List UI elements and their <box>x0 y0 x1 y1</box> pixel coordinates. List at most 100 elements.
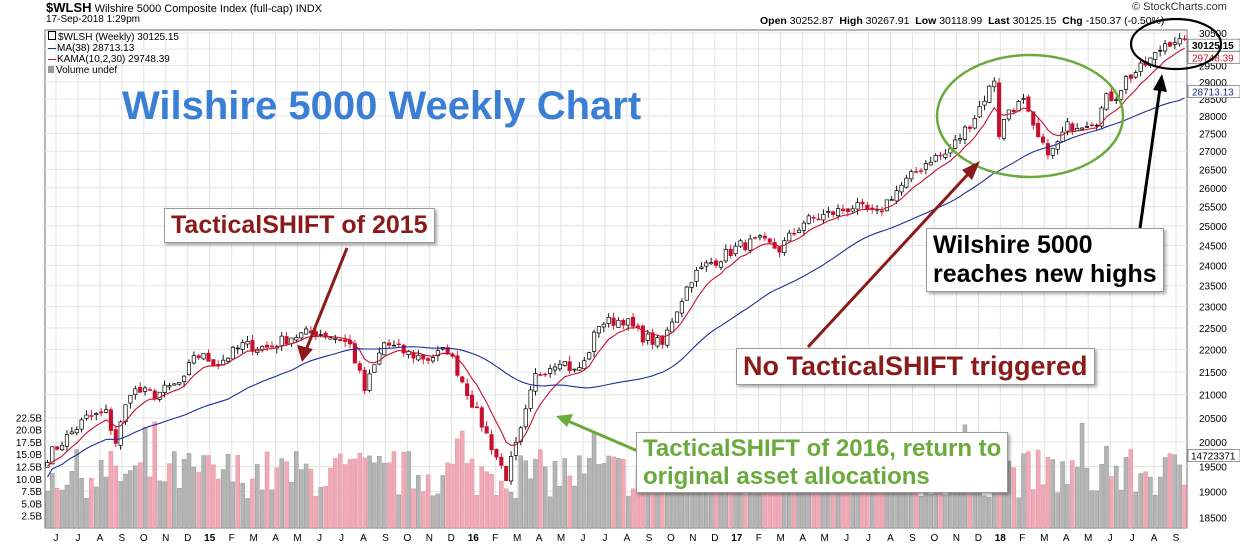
stockcharts-logo[interactable]: © StockCharts.com <box>1132 1 1227 13</box>
candle-body <box>1167 42 1172 47</box>
month-tick-label: S <box>909 533 916 544</box>
volume-bar <box>1143 471 1148 529</box>
ma-value-tag: 28713.13 <box>1192 88 1234 99</box>
volume-bar <box>225 454 231 529</box>
volume-bar <box>577 455 582 529</box>
volume-bar <box>1079 422 1085 529</box>
legend-item-price: $WLSH (Weekly) 30125.15 <box>48 31 179 43</box>
arrow-2015 <box>297 247 349 362</box>
volume-bar <box>396 494 402 529</box>
month-tick-label: M <box>777 533 785 544</box>
volume-bar <box>411 488 416 529</box>
month-tick-label: O <box>667 533 675 544</box>
month-tick-label: A <box>97 533 104 544</box>
volume-bar <box>518 455 524 529</box>
volume-bar <box>630 488 636 529</box>
volume-bar <box>1128 449 1134 529</box>
candle-body <box>831 211 836 215</box>
price-tick-label: 23000 <box>1199 303 1227 314</box>
volume-bar <box>528 478 533 529</box>
candle-body <box>377 352 382 365</box>
candle-body <box>84 414 89 419</box>
price-tick-label: 19000 <box>1199 488 1227 499</box>
candle-swatch-icon <box>48 31 56 40</box>
volume-bar <box>220 469 226 529</box>
volume-value-box <box>1187 449 1240 462</box>
candle-body <box>992 80 997 88</box>
month-tick-label: D <box>711 533 718 544</box>
index-name: Wilshire 5000 Composite Index (full-cap) <box>94 3 293 15</box>
candle-body <box>167 385 172 388</box>
volume-bar <box>264 451 270 529</box>
volume-bar <box>542 466 548 529</box>
volume-bar <box>440 475 445 529</box>
volume-bar <box>601 463 607 529</box>
volume-bar <box>1157 476 1163 529</box>
month-tick-label: F <box>1019 533 1025 544</box>
candle-body <box>138 386 143 393</box>
candle-body <box>142 387 148 392</box>
candle-body <box>1114 99 1119 101</box>
volume-bar <box>499 480 504 529</box>
candle-body <box>958 138 963 141</box>
month-tick-label: O <box>931 533 939 544</box>
candle-body <box>1001 119 1007 139</box>
candle-body <box>94 413 99 416</box>
consolidation-ellipse <box>935 53 1125 179</box>
month-tick-label: F <box>229 533 235 544</box>
candle-body <box>299 332 304 339</box>
volume-bar <box>98 460 104 529</box>
volume-bar <box>406 451 411 529</box>
volume-bar <box>928 494 934 529</box>
volume-tick-label: 2.5B <box>21 512 42 523</box>
volume-bar <box>230 481 236 529</box>
volume-bar <box>445 462 450 529</box>
candle-body <box>284 336 289 345</box>
volume-bar <box>494 495 499 529</box>
volume-bar <box>386 462 392 529</box>
volume-bar <box>103 476 109 529</box>
candle-body <box>904 177 909 188</box>
volume-bar <box>167 463 172 529</box>
candle-body <box>421 354 426 360</box>
candle-body <box>806 215 811 224</box>
month-tick-label: J <box>866 533 871 544</box>
month-tick-label: J <box>581 533 586 544</box>
candle-body <box>474 406 479 409</box>
volume-bar <box>1162 457 1168 529</box>
candle-body <box>860 201 865 205</box>
volume-bar <box>191 467 197 529</box>
volume-bar <box>206 455 211 529</box>
candle-body <box>826 211 831 214</box>
candle-body <box>670 321 675 333</box>
volume-bar <box>562 458 567 529</box>
volume-bar <box>464 463 470 529</box>
candle-body <box>704 262 709 267</box>
candle-body <box>1133 72 1138 78</box>
candle-body <box>933 155 938 162</box>
volume-bar <box>1153 494 1158 529</box>
volume-bar <box>333 458 338 529</box>
candle-body <box>801 222 806 231</box>
candle-body <box>1080 127 1085 130</box>
candle-body <box>157 391 162 400</box>
volume-bar <box>157 480 162 529</box>
volume-bar <box>377 456 382 529</box>
volume-tick-label: 5.0B <box>21 499 42 510</box>
candle-body <box>918 170 924 172</box>
volume-bar <box>1167 453 1173 529</box>
volume-bar <box>347 459 353 529</box>
candle-body <box>465 383 470 397</box>
volume-bar <box>1133 491 1138 529</box>
candle-body <box>225 357 231 362</box>
month-tick-label: A <box>1063 533 1070 544</box>
arrow-highs <box>1138 74 1167 229</box>
candle-body <box>294 337 299 341</box>
candle-body <box>245 340 250 345</box>
volume-bar <box>338 453 343 529</box>
candle-body <box>108 409 113 431</box>
candle-body <box>391 344 397 347</box>
arrow-2016 <box>556 414 641 454</box>
volume-bar <box>591 431 597 529</box>
candle-body <box>972 118 977 129</box>
